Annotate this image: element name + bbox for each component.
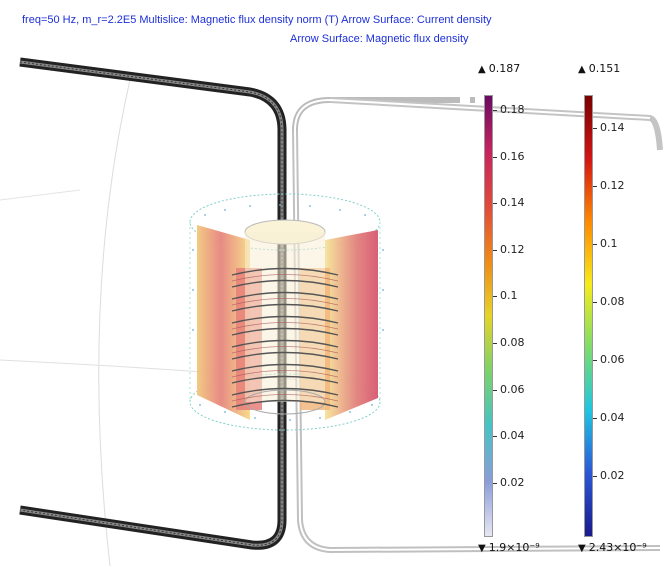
colorbar-tick-label: 0.04: [500, 429, 525, 443]
colorbar-tick-mark: [493, 110, 497, 111]
colorbar-tick-mark: [493, 249, 497, 251]
colorbar-tick-label: 0.1: [600, 237, 618, 250]
colorbar-tick-mark: [493, 156, 497, 158]
plot-title-line2: Arrow Surface: Magnetic flux density: [290, 33, 469, 45]
colorbar-tick-label: 0.02: [600, 469, 625, 482]
arrow-field: [192, 204, 384, 421]
colorbar-tick-label: 0.1: [500, 289, 518, 303]
colorbar-tick-label: 0.06: [500, 382, 525, 396]
colorbar-tick-label: 0.08: [500, 336, 525, 349]
colorbar-left-min: ▼ 1.9×10⁻⁹: [478, 541, 540, 554]
colorbar-tick-mark: [593, 302, 597, 303]
colorbar-left-max: ▲ 0.187: [478, 62, 520, 75]
colorbar-right-max-value: 0.151: [588, 62, 621, 75]
triangle-up-icon: ▲: [478, 64, 486, 75]
colorbar-tick-mark: [593, 186, 597, 187]
colorbar-right-min: ▼ 2.43×10⁻⁹: [578, 541, 647, 554]
colorbar-tick-label: 0.02: [500, 475, 525, 489]
colorbar-tick-mark: [593, 418, 597, 419]
colorbar-tick-mark: [493, 203, 497, 205]
colorbar-right-gradient: [584, 95, 593, 537]
colorbar-tick-label: 0.16: [500, 149, 525, 163]
colorbar-tick-mark: [493, 436, 497, 438]
colorbar-tick-label: 0.18: [500, 103, 525, 116]
colorbar-right-max: ▲ 0.151: [578, 62, 620, 75]
colorbar-tick-label: 0.14: [600, 121, 625, 134]
colorbar-tick-label: 0.08: [600, 295, 625, 308]
colorbar-tick-label: 0.12: [500, 242, 525, 256]
colorbar-tick-label: 0.14: [500, 196, 525, 210]
colorbar-tick-mark: [593, 360, 597, 361]
colorbar-left-gradient: [484, 95, 493, 537]
core-cylinder: [189, 193, 381, 431]
plot-title-line1: freq=50 Hz, m_r=2.2E5 Multislice: Magnet…: [22, 14, 492, 26]
colorbar-tick-label: 0.04: [600, 411, 625, 424]
triangle-down-icon: ▼: [578, 543, 586, 554]
colorbar-tick-mark: [493, 296, 497, 298]
triangle-down-icon: ▼: [478, 543, 486, 554]
colorbar-tick-label: 0.12: [600, 179, 625, 192]
colorbar-left-max-value: 0.187: [488, 62, 521, 75]
colorbar-tick-mark: [493, 389, 497, 391]
colorbar-tick-mark: [493, 482, 497, 484]
colorbar-left-min-value: 1.9×10⁻⁹: [488, 541, 540, 554]
colorbar-right-min-value: 2.43×10⁻⁹: [588, 541, 647, 554]
colorbar-tick-mark: [593, 128, 597, 129]
colorbar-tick-label: 0.06: [600, 353, 625, 366]
right-coil-loop: [292, 97, 663, 554]
triangle-up-icon: ▲: [578, 64, 586, 75]
coil-windings: [231, 267, 339, 408]
colorbar-tick-mark: [493, 343, 497, 344]
colorbar-tick-mark: [593, 476, 597, 477]
colorbar-tick-mark: [593, 244, 597, 245]
